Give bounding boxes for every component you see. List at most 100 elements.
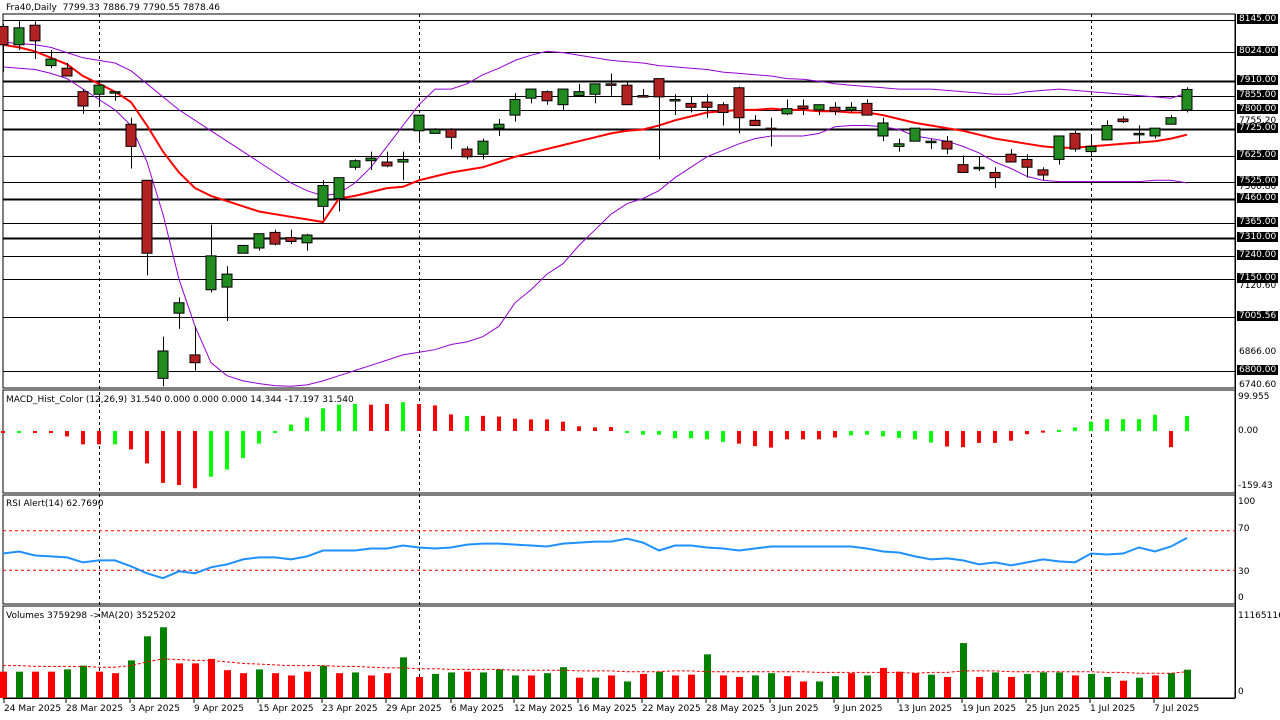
candle-body (685, 102, 697, 108)
volume-bar (1184, 669, 1191, 698)
candle-body (909, 127, 921, 142)
macd-bar (657, 431, 661, 435)
volume-bar (672, 675, 679, 698)
price-label: 7755.20 (1239, 116, 1277, 126)
price-label: 7120.60 (1239, 281, 1277, 291)
candle-body (1069, 132, 1081, 150)
macd-bar (49, 431, 53, 433)
price-label: 7365.00 (1237, 217, 1279, 227)
volume-bar (112, 673, 119, 698)
macd-bar (65, 431, 69, 437)
volume-bar (1088, 673, 1095, 698)
date-label: 29 Apr 2025 (386, 704, 442, 714)
volume-bar (336, 673, 343, 698)
macd-bar (481, 415, 485, 431)
volume-bar (48, 671, 55, 698)
macd-bar (1121, 419, 1125, 431)
candle-body (813, 104, 825, 111)
candle-body (1133, 132, 1145, 136)
macd-bar (833, 431, 837, 438)
volume-bar (896, 671, 903, 698)
volume-bar (752, 675, 759, 698)
symbol-label: Fra40,Daily (6, 3, 57, 13)
macd-bar (993, 431, 997, 443)
candle-body (333, 177, 345, 200)
candle-body (733, 87, 745, 119)
candle-body (829, 106, 841, 112)
volume-bar (640, 673, 647, 698)
candle-body (381, 161, 393, 167)
candle-body (877, 122, 889, 137)
candle-body (749, 119, 761, 127)
macd-bar (497, 416, 501, 431)
date-label: 6 May 2025 (451, 704, 504, 714)
price-label: 7500.80 (1239, 182, 1277, 192)
macd-bar (737, 431, 741, 444)
volume-bar (320, 665, 327, 698)
ohlc-values: 7799.33 7886.79 7790.55 7878.46 (62, 3, 221, 13)
candle-body (1085, 145, 1097, 153)
rsi-axis-0: 0 (1238, 593, 1244, 603)
volume-bar (208, 658, 215, 698)
macd-bar (145, 431, 149, 464)
candle-body (957, 164, 969, 173)
macd-bar (1089, 421, 1093, 431)
candle-body (637, 95, 649, 98)
candle-body (29, 24, 41, 42)
volume-bar (880, 667, 887, 698)
macd-bar (81, 431, 85, 445)
volume-bar (928, 674, 935, 698)
candle-body (301, 234, 313, 244)
volume-bar (1168, 673, 1175, 698)
candle-body (237, 244, 249, 254)
volume-bar (720, 675, 727, 698)
date-label: 16 May 2025 (578, 704, 637, 714)
volume-bar (832, 676, 839, 698)
macd-bar (769, 431, 773, 448)
macd-bar (561, 421, 565, 431)
candle-body (573, 91, 585, 97)
rsi-panel-title: RSI Alert(14) 62.7690 (6, 499, 104, 509)
volume-bar (816, 681, 823, 698)
rsi-axis-70: 70 (1238, 524, 1250, 534)
candle-body (93, 84, 105, 95)
candle-body (717, 104, 729, 114)
price-label: 7725.00 (1237, 123, 1279, 133)
volume-bar (16, 671, 23, 698)
candle-body (317, 184, 329, 207)
macd-bar (353, 403, 357, 431)
macd-bar (1073, 427, 1077, 431)
volume-bar (688, 674, 695, 698)
candle-body (365, 157, 377, 162)
macd-bar (641, 431, 645, 435)
candle-body (173, 302, 185, 314)
macd-bar (913, 431, 917, 440)
macd-bar (529, 419, 533, 431)
date-label: 1 Jul 2025 (1090, 704, 1136, 714)
price-label: 7005.56 (1237, 311, 1279, 321)
volume-bar (512, 675, 519, 698)
macd-bar (1137, 419, 1141, 431)
candle-body (109, 91, 121, 94)
date-label: 12 May 2025 (514, 704, 573, 714)
candle-body (45, 58, 57, 67)
price-label: 6740.60 (1239, 380, 1277, 390)
date-label: 25 Jun 2025 (1026, 704, 1081, 714)
candle-body (157, 350, 169, 379)
macd-bar (977, 431, 981, 443)
candle-body (397, 158, 409, 163)
macd-bar (817, 431, 821, 440)
moving-average (2, 43, 1188, 224)
volume-bar (1072, 675, 1079, 698)
volume-bar (608, 675, 615, 698)
macd-bar (1, 431, 5, 433)
price-label: 7855.00 (1237, 90, 1279, 100)
volume-bar (352, 672, 359, 698)
panel-macd-frame (2, 389, 1236, 494)
rsi-line (2, 537, 1188, 580)
macd-bar (945, 431, 949, 447)
macd-axis-min: -159.43 (1238, 481, 1273, 491)
candle-body (141, 179, 153, 254)
volume-bar (976, 676, 983, 698)
